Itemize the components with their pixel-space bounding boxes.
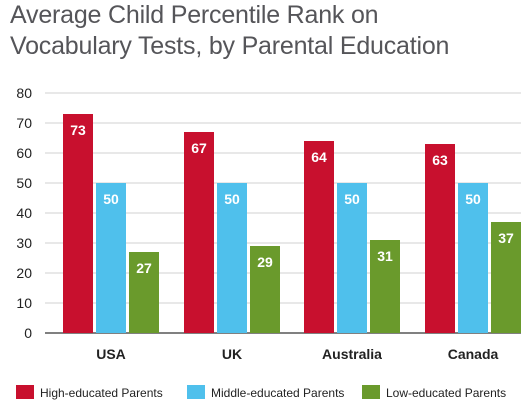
legend-label: High-educated Parents <box>40 386 163 400</box>
bar-value-label: 31 <box>377 248 393 264</box>
y-tick-label: 80 <box>16 85 32 101</box>
bar-value-label: 50 <box>344 191 360 207</box>
x-category-label: Canada <box>448 346 499 362</box>
y-tick-label: 10 <box>16 295 32 311</box>
x-category-label: Australia <box>322 346 382 362</box>
bar <box>63 114 93 333</box>
bar-value-label: 50 <box>103 191 119 207</box>
legend-label: Low-educated Parents <box>386 386 506 400</box>
bar <box>129 252 159 333</box>
y-tick-label: 30 <box>16 235 32 251</box>
chart-title-line-2: Vocabulary Tests, by Parental Education <box>10 32 450 60</box>
bar <box>184 132 214 333</box>
legend-swatch <box>362 385 380 399</box>
bar-value-label: 29 <box>257 254 273 270</box>
bar-value-label: 37 <box>498 230 514 246</box>
chart-title-line-1: Average Child Percentile Rank on <box>10 1 379 29</box>
bar-value-label: 64 <box>311 149 327 165</box>
y-tick-label: 70 <box>16 115 32 131</box>
bar <box>250 246 280 333</box>
bar-value-label: 63 <box>432 152 448 168</box>
y-tick-label: 0 <box>24 325 32 341</box>
bar <box>304 141 334 333</box>
bar <box>337 183 367 333</box>
y-tick-label: 40 <box>16 205 32 221</box>
y-tick-label: 20 <box>16 265 32 281</box>
bar-value-label: 67 <box>191 140 207 156</box>
chart-title: Average Child Percentile Rank on Vocabul… <box>10 0 525 62</box>
bar <box>217 183 247 333</box>
bar <box>96 183 126 333</box>
bar <box>370 240 400 333</box>
y-tick-label: 60 <box>16 145 32 161</box>
legend-label: Middle-educated Parents <box>211 386 344 400</box>
bar-value-label: 50 <box>224 191 240 207</box>
bar <box>458 183 488 333</box>
bar <box>491 222 521 333</box>
bar-value-label: 27 <box>136 260 152 276</box>
bar <box>425 144 455 333</box>
bar-value-label: 73 <box>70 122 86 138</box>
legend-swatch <box>187 385 205 399</box>
y-tick-label: 50 <box>16 175 32 191</box>
x-category-label: UK <box>222 346 242 362</box>
bar-value-label: 50 <box>465 191 481 207</box>
legend-swatch <box>16 385 34 399</box>
x-category-label: USA <box>96 346 126 362</box>
